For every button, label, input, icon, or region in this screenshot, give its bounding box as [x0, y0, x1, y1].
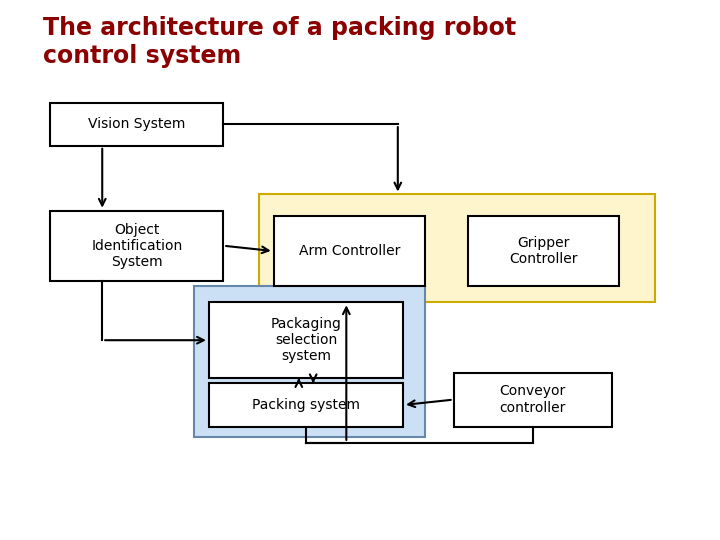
FancyBboxPatch shape — [259, 194, 655, 302]
FancyBboxPatch shape — [194, 286, 425, 437]
FancyBboxPatch shape — [209, 383, 403, 427]
Text: Packing system: Packing system — [252, 398, 360, 412]
Text: Packaging
selection
system: Packaging selection system — [271, 317, 341, 363]
FancyBboxPatch shape — [468, 216, 619, 286]
Text: Gripper
Controller: Gripper Controller — [509, 236, 578, 266]
Text: Conveyor
controller: Conveyor controller — [500, 384, 566, 415]
FancyBboxPatch shape — [454, 373, 612, 427]
Text: Vision System: Vision System — [88, 117, 186, 131]
Text: Arm Controller: Arm Controller — [299, 244, 400, 258]
FancyBboxPatch shape — [50, 211, 223, 281]
FancyBboxPatch shape — [50, 103, 223, 146]
Text: Object
Identification
System: Object Identification System — [91, 222, 182, 269]
FancyBboxPatch shape — [209, 302, 403, 378]
FancyBboxPatch shape — [274, 216, 425, 286]
Text: The architecture of a packing robot
control system: The architecture of a packing robot cont… — [43, 16, 516, 68]
